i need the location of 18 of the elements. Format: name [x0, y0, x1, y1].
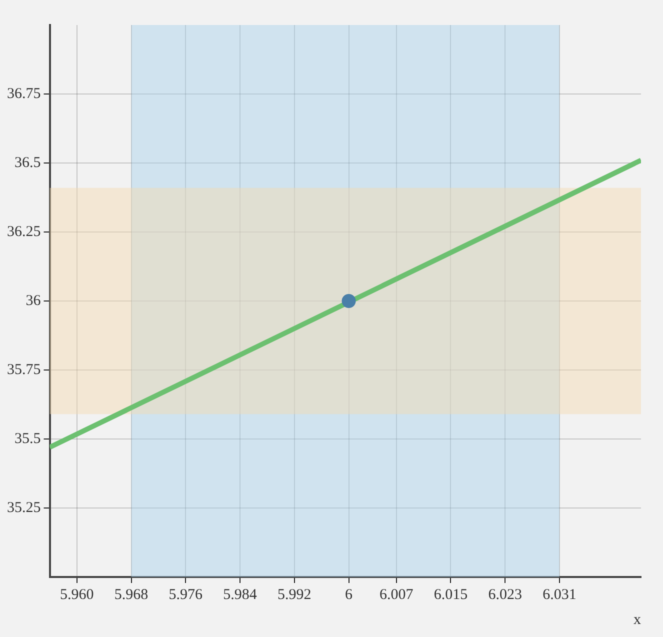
y-tick-label: 35.25: [7, 500, 41, 516]
x-tick-label: 5.976: [168, 586, 204, 603]
x-tick-label: 5.984: [223, 586, 258, 603]
y-tick-label: 36.75: [7, 86, 41, 102]
x-tick-label: 5.968: [114, 586, 148, 603]
x-tick-label: 6.007: [379, 586, 414, 603]
y-tick-label: 35.5: [14, 430, 41, 447]
x-axis-title: x: [634, 612, 642, 628]
y-tick-label: 36.25: [7, 224, 41, 240]
x-tick-label: 6.015: [434, 586, 468, 603]
y-tick-label: 36.5: [14, 154, 41, 171]
x-tick-label: 5.960: [60, 586, 94, 603]
x-tick-label: 6: [345, 586, 354, 603]
y-tick-label: 36: [26, 292, 42, 309]
x-tick-label: 5.992: [278, 586, 312, 603]
x-tick-label: 6.023: [488, 586, 522, 603]
x-tick-label: 6.031: [542, 586, 576, 603]
y-tick-label: 35.75: [7, 362, 41, 378]
